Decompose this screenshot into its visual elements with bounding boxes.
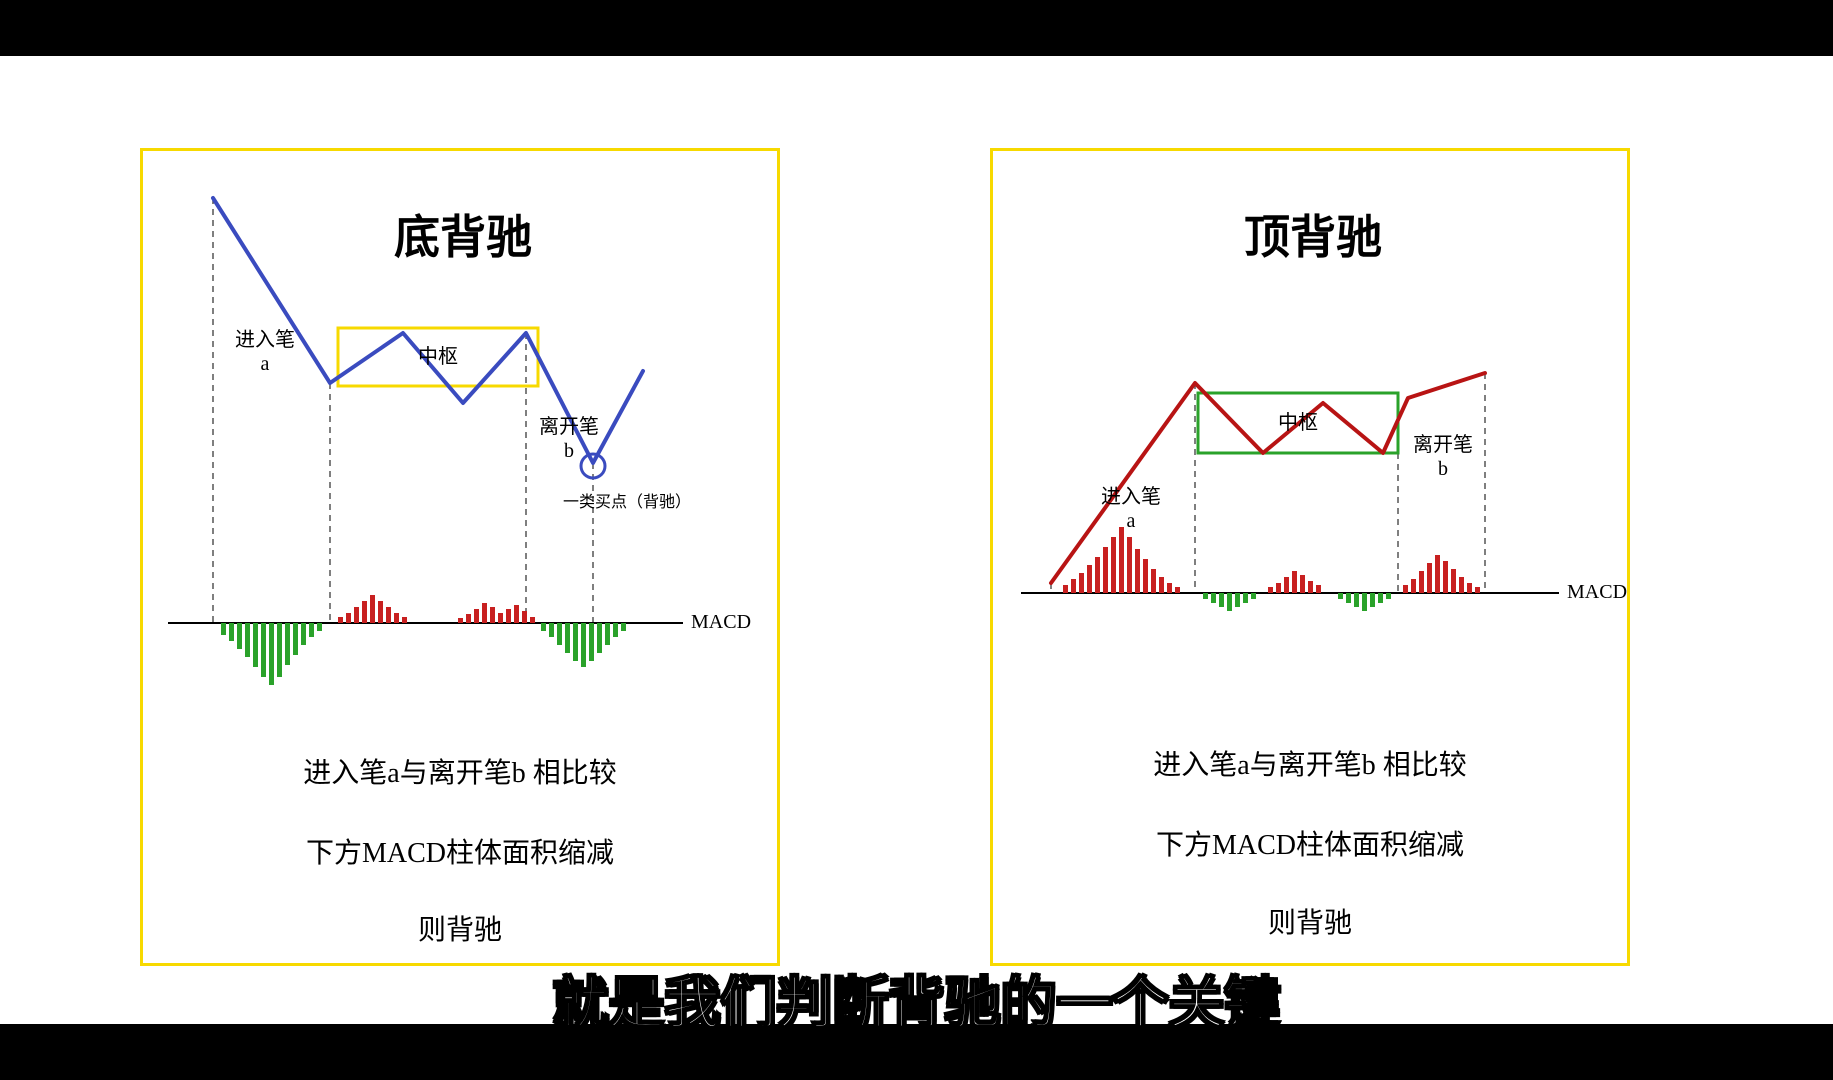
video-subtitle: 就是我们判断背驰的一个关键 [0, 959, 1833, 1040]
left-enter-label: 进入笔 a [235, 328, 295, 376]
right-leave-label: 离开笔 b [1413, 433, 1473, 481]
enter-text: 进入笔 [1101, 486, 1161, 508]
right-macd-label: MACD [1567, 581, 1627, 604]
left-panel: 底背驰 进入笔 a 中枢 离开笔 b 一类买点（背驰） MACD 进入笔a与离开… [140, 148, 780, 966]
right-panel-title: 顶背驰 [993, 201, 1633, 267]
right-caption-3: 则背驰 [993, 901, 1627, 941]
enter-sub: a [1127, 510, 1136, 532]
left-panel-title: 底背驰 [143, 201, 783, 267]
left-buypoint-label: 一类买点（背驰） [563, 488, 691, 512]
enter-sub: a [261, 353, 270, 375]
left-caption-1: 进入笔a与离开笔b 相比较 [143, 751, 777, 791]
right-pivot-label: 中枢 [1198, 411, 1398, 435]
right-panel: 顶背驰 进入笔 a 中枢 离开笔 b MACD 进入笔a与离开笔b 相比较 下方… [990, 148, 1630, 966]
right-caption-1: 进入笔a与离开笔b 相比较 [993, 743, 1627, 783]
leave-text: 离开笔 [1413, 434, 1473, 456]
left-caption-3: 则背驰 [143, 908, 777, 948]
left-leave-label: 离开笔 b [539, 415, 599, 463]
right-enter-label: 进入笔 a [1101, 485, 1161, 533]
leave-text: 离开笔 [539, 416, 599, 438]
left-caption-2: 下方MACD柱体面积缩减 [143, 831, 777, 871]
enter-text: 进入笔 [235, 329, 295, 351]
leave-sub: b [564, 440, 574, 462]
left-pivot-label: 中枢 [338, 345, 538, 369]
right-caption-2: 下方MACD柱体面积缩减 [993, 823, 1627, 863]
letterbox-top [0, 0, 1833, 56]
leave-sub: b [1438, 458, 1448, 480]
left-macd-label: MACD [691, 611, 751, 634]
